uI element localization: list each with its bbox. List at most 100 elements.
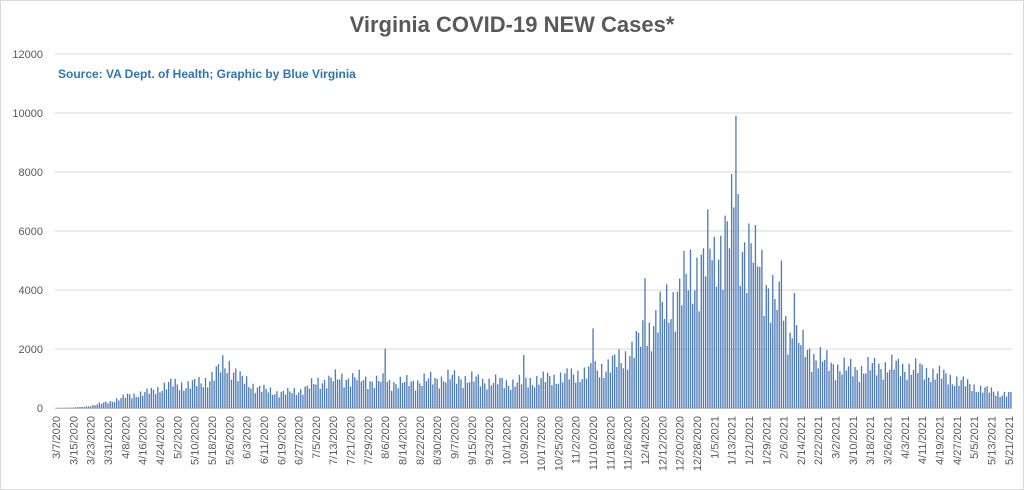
bar	[982, 392, 984, 408]
bar	[546, 372, 549, 408]
bar	[187, 381, 189, 408]
bar	[74, 407, 77, 408]
bar	[367, 389, 369, 408]
bar	[423, 373, 425, 408]
bar	[973, 384, 975, 408]
bar	[488, 378, 490, 408]
bar	[570, 368, 573, 408]
x-tick-label: 5/26/2020	[224, 416, 236, 465]
bar	[510, 389, 512, 408]
bar	[971, 391, 973, 408]
bar	[261, 391, 263, 408]
bar	[735, 115, 737, 408]
bar	[436, 378, 438, 408]
bar	[637, 332, 640, 408]
bar	[202, 387, 204, 408]
bar	[592, 328, 594, 408]
bar	[512, 379, 514, 408]
bar	[860, 365, 863, 408]
bar	[475, 376, 477, 408]
bar	[384, 348, 386, 408]
bar	[215, 366, 217, 408]
bar	[568, 379, 570, 408]
x-tick-label: 6/11/2020	[259, 416, 271, 464]
bar	[174, 378, 176, 408]
bar	[876, 375, 878, 408]
bar	[553, 374, 555, 408]
bar	[241, 375, 243, 408]
bar	[219, 372, 222, 408]
bar	[635, 331, 638, 408]
x-tick-label: 7/21/2020	[346, 416, 358, 465]
bar	[949, 374, 951, 408]
bar	[497, 384, 499, 408]
bar	[791, 338, 793, 408]
bar	[284, 394, 287, 408]
bar	[979, 385, 982, 408]
x-tick-label: 4/16/2020	[138, 416, 150, 465]
bar	[611, 355, 614, 408]
bar	[575, 382, 577, 408]
bar	[345, 379, 347, 408]
bar	[551, 385, 553, 408]
bar	[893, 369, 895, 408]
bar	[230, 379, 233, 408]
x-tick-label: 1/21/2021	[744, 416, 756, 465]
bar	[373, 387, 376, 408]
bar	[923, 379, 925, 408]
bar	[87, 406, 90, 408]
bar	[945, 373, 947, 408]
x-tick-label: 4/19/2021	[934, 416, 946, 465]
bar	[180, 382, 183, 408]
bar	[854, 367, 856, 408]
bar	[103, 402, 105, 408]
bar	[739, 285, 741, 408]
bar	[280, 391, 282, 408]
bar	[817, 368, 819, 408]
bar	[932, 368, 934, 408]
bar	[109, 401, 111, 408]
x-tick-label: 6/3/2020	[242, 416, 254, 459]
bar	[763, 315, 765, 408]
x-tick-label: 5/5/2021	[969, 416, 981, 459]
x-tick-label: 5/13/2021	[986, 416, 998, 465]
bar	[375, 375, 378, 408]
x-tick-label: 3/23/2020	[86, 416, 98, 465]
bar	[90, 406, 92, 408]
bar	[555, 383, 557, 408]
bar	[843, 357, 845, 408]
bar	[278, 397, 280, 408]
bar	[380, 381, 382, 408]
bar	[477, 374, 479, 408]
bar	[756, 266, 759, 408]
bar	[96, 404, 98, 408]
bar	[579, 381, 581, 408]
bar	[159, 392, 161, 408]
bar	[598, 377, 601, 408]
bar	[878, 363, 880, 408]
bar	[369, 381, 371, 408]
bar	[161, 390, 163, 408]
bar	[185, 388, 187, 408]
bar	[785, 315, 787, 408]
x-tick-label: 10/17/2020	[536, 416, 548, 471]
bar	[715, 286, 718, 408]
bar	[850, 359, 852, 408]
bar	[507, 385, 510, 408]
bar	[661, 302, 663, 408]
bar	[271, 394, 274, 408]
y-tick-label: 2000	[19, 344, 43, 356]
bar	[832, 364, 835, 408]
bar	[505, 380, 508, 408]
bar	[332, 381, 334, 408]
bar	[421, 385, 423, 408]
bar	[826, 350, 828, 408]
bar	[349, 386, 352, 408]
bar	[419, 383, 421, 408]
bar	[406, 375, 408, 408]
bar	[709, 248, 711, 408]
bar	[116, 398, 118, 408]
bar	[633, 357, 635, 408]
bar	[434, 377, 436, 408]
bar	[730, 174, 733, 408]
